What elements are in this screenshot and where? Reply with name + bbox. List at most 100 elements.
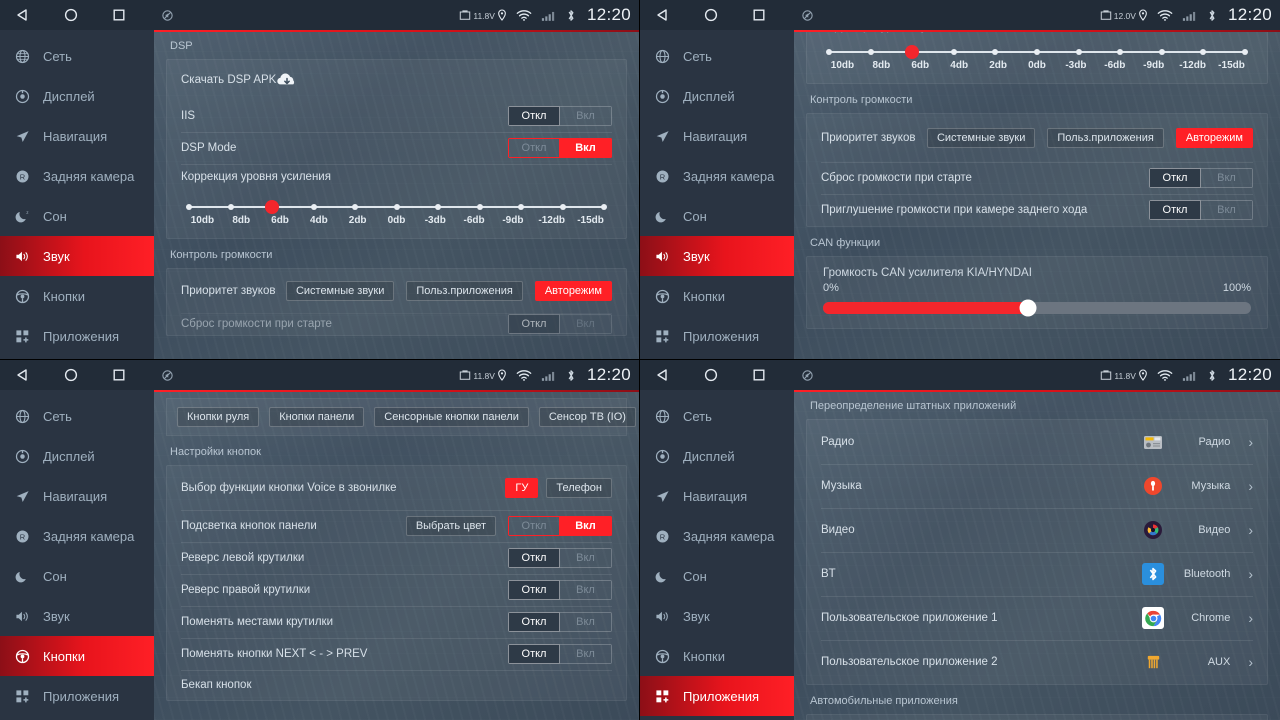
gain-dot[interactable] xyxy=(1158,48,1165,55)
can-volume-slider[interactable] xyxy=(823,299,1251,317)
gain-dot[interactable] xyxy=(950,48,957,55)
sidebar-item-sleep[interactable]: Сон xyxy=(0,556,154,596)
sidebar-item-network[interactable]: Сеть xyxy=(640,396,794,436)
app-row-music[interactable]: Музыка Музыка › xyxy=(807,464,1267,508)
gain-dot[interactable] xyxy=(826,48,832,55)
toggle-on-option[interactable]: Вкл xyxy=(560,314,612,334)
sidebar-item-apps[interactable]: Приложения xyxy=(640,316,794,356)
gain-track[interactable] xyxy=(826,44,1248,59)
gain-dot[interactable] xyxy=(1034,48,1040,55)
recents-icon[interactable] xyxy=(110,366,128,384)
gain-dot[interactable] xyxy=(1117,48,1124,55)
chevron-right-icon[interactable]: › xyxy=(1248,610,1253,626)
toggle-iis[interactable]: Откл Вкл xyxy=(508,106,612,126)
toggle-off-option[interactable]: Откл xyxy=(1149,200,1201,220)
voice-option-head-unit[interactable]: ГУ xyxy=(505,478,539,498)
gain-dot[interactable] xyxy=(1075,48,1082,55)
toggle-on-option[interactable]: Вкл xyxy=(560,548,612,568)
sidebar-item-buttons[interactable]: Кнопки xyxy=(0,276,154,316)
toggle-off-option[interactable]: Откл xyxy=(508,644,560,664)
priority-option-system[interactable]: Системные звуки xyxy=(285,281,395,301)
sidebar-item-sleep[interactable]: Сон xyxy=(640,556,794,596)
gain-dot[interactable] xyxy=(310,203,317,210)
tab-panel-buttons[interactable]: Кнопки панели xyxy=(269,407,365,427)
mute-icon[interactable] xyxy=(798,6,816,24)
gain-dot[interactable] xyxy=(1242,48,1248,55)
cloud-download-icon[interactable] xyxy=(276,70,298,91)
gain-dot-selected[interactable] xyxy=(265,199,279,214)
chevron-right-icon[interactable]: › xyxy=(1248,478,1253,494)
gain-dot[interactable] xyxy=(227,203,234,210)
toggle-on-option[interactable]: Вкл xyxy=(560,516,612,536)
chevron-right-icon[interactable]: › xyxy=(1248,566,1253,582)
toggle-panel-backlight[interactable]: Откл Вкл xyxy=(508,516,612,536)
app-row-user-app-2[interactable]: Пользовательское приложение 2 AUX › xyxy=(807,640,1267,684)
app-row-bt[interactable]: BT Bluetooth › xyxy=(807,552,1267,596)
mute-icon[interactable] xyxy=(158,366,176,384)
gain-dot[interactable] xyxy=(867,48,874,55)
toggle-reverse-right-knob[interactable]: Откл Вкл xyxy=(508,580,612,600)
sidebar-item-buttons[interactable]: Кнопки xyxy=(640,276,794,316)
sidebar-item-navigation[interactable]: Навигация xyxy=(640,476,794,516)
priority-option-user-apps[interactable]: Польз.приложения xyxy=(406,281,523,301)
gain-dot[interactable] xyxy=(559,203,566,210)
gain-dot[interactable] xyxy=(1200,48,1207,55)
toggle-on-option[interactable]: Вкл xyxy=(560,580,612,600)
sidebar-item-display[interactable]: Дисплей xyxy=(640,436,794,476)
sidebar-item-sound[interactable]: Звук xyxy=(0,236,154,276)
toggle-on-option[interactable]: Вкл xyxy=(1201,168,1253,188)
toggle-off-option[interactable]: Откл xyxy=(508,516,560,536)
app-row-radio[interactable]: Радио Радио › xyxy=(807,420,1267,464)
toggle-on-option[interactable]: Вкл xyxy=(560,612,612,632)
sidebar-item-apps[interactable]: Приложения xyxy=(0,316,154,356)
can-slider-knob[interactable] xyxy=(1019,299,1037,317)
toggle-on-option[interactable]: Вкл xyxy=(560,644,612,664)
voice-option-phone[interactable]: Телефон xyxy=(546,478,612,498)
download-dsp-apk-row[interactable]: Скачать DSP APK xyxy=(167,60,626,100)
sidebar-item-network[interactable]: Сеть xyxy=(0,36,154,76)
gain-dot[interactable] xyxy=(601,203,607,210)
toggle-swap-next-prev[interactable]: Откл Вкл xyxy=(508,644,612,664)
tab-touch-panel-buttons[interactable]: Сенсорные кнопки панели xyxy=(374,407,529,427)
gain-slider-tl[interactable]: 10db 8db 6db 4db 2db 0db -3db -6db -9db … xyxy=(167,190,626,238)
toggle-volume-reset[interactable]: Откл Вкл xyxy=(508,314,612,334)
sidebar-item-sound[interactable]: Звук xyxy=(640,596,794,636)
sidebar-item-apps[interactable]: Приложения xyxy=(0,676,154,716)
app-row-user-app-1[interactable]: Пользовательское приложение 1 Chrome › xyxy=(807,596,1267,640)
toggle-swap-knobs[interactable]: Откл Вкл xyxy=(508,612,612,632)
gain-dot[interactable] xyxy=(992,48,999,55)
home-icon[interactable] xyxy=(62,6,80,24)
gain-dot[interactable] xyxy=(476,203,483,210)
toggle-reverse-camera-mute[interactable]: Откл Вкл xyxy=(1149,200,1253,220)
sidebar-item-navigation[interactable]: Навигация xyxy=(640,116,794,156)
row-buttons-backup[interactable]: Бекап кнопок xyxy=(167,670,626,700)
sidebar-item-apps[interactable]: Приложения xyxy=(640,676,794,716)
sidebar-item-buttons[interactable]: Кнопки xyxy=(640,636,794,676)
chevron-right-icon[interactable]: › xyxy=(1248,434,1253,450)
priority-option-user-apps[interactable]: Польз.приложения xyxy=(1047,128,1164,148)
home-icon[interactable] xyxy=(62,366,80,384)
gain-dot[interactable] xyxy=(186,203,192,210)
toggle-on-option[interactable]: Вкл xyxy=(1201,200,1253,220)
back-icon[interactable] xyxy=(654,366,672,384)
gain-dot[interactable] xyxy=(393,203,400,210)
tab-steering-buttons[interactable]: Кнопки руля xyxy=(177,407,260,427)
home-icon[interactable] xyxy=(702,6,720,24)
toggle-off-option[interactable]: Откл xyxy=(508,314,560,334)
home-icon[interactable] xyxy=(702,366,720,384)
chevron-right-icon[interactable]: › xyxy=(1248,654,1253,670)
chevron-right-icon[interactable]: › xyxy=(1248,522,1253,538)
sidebar-item-network[interactable]: Сеть xyxy=(0,396,154,436)
toggle-on-option[interactable]: Вкл xyxy=(560,106,612,126)
toggle-off-option[interactable]: Откл xyxy=(508,106,560,126)
sidebar-item-rear-camera[interactable]: R Задняя камера xyxy=(640,156,794,196)
toggle-dsp-mode[interactable]: Откл Вкл xyxy=(508,138,612,158)
recents-icon[interactable] xyxy=(110,6,128,24)
gain-slider-tr[interactable]: 10db 8db 6db 4db 2db 0db -3db -6db -9db … xyxy=(807,35,1267,83)
toggle-on-option[interactable]: Вкл xyxy=(560,138,612,158)
sidebar-item-display[interactable]: Дисплей xyxy=(640,76,794,116)
back-icon[interactable] xyxy=(14,366,32,384)
toggle-off-option[interactable]: Откл xyxy=(508,548,560,568)
priority-option-auto[interactable]: Авторежим xyxy=(1175,128,1253,148)
sidebar-item-sound[interactable]: Звук xyxy=(0,596,154,636)
